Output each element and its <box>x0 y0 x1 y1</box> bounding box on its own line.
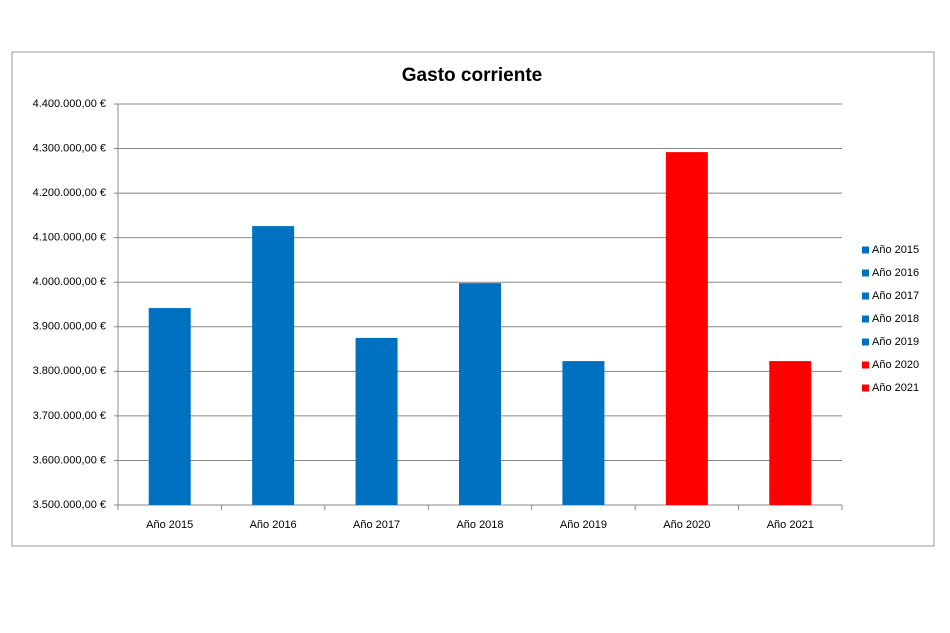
legend-swatch <box>862 338 869 346</box>
x-tick-label: Año 2017 <box>353 519 400 531</box>
legend-swatch <box>862 246 869 254</box>
y-tick-label: 4.200.000,00 € <box>33 187 106 199</box>
legend-label: Año 2019 <box>872 336 919 348</box>
bar <box>148 308 191 505</box>
x-tick-label: Año 2018 <box>456 519 503 531</box>
bar <box>769 361 812 505</box>
y-tick-label: 4.000.000,00 € <box>33 276 106 288</box>
legend-swatch <box>862 292 869 300</box>
legend-label: Año 2020 <box>872 359 919 371</box>
y-tick-label: 3.500.000,00 € <box>33 499 106 511</box>
y-tick-label: 3.800.000,00 € <box>33 365 106 377</box>
legend-swatch <box>862 361 869 369</box>
y-tick-label: 4.300.000,00 € <box>33 142 106 154</box>
y-tick-label: 3.900.000,00 € <box>33 321 106 333</box>
legend-label: Año 2018 <box>872 313 919 325</box>
bar <box>665 152 708 505</box>
bar <box>459 283 501 505</box>
legend-label: Año 2017 <box>872 290 919 302</box>
legend-label: Año 2015 <box>872 244 919 256</box>
x-tick-label: Año 2016 <box>250 519 297 531</box>
legend-label: Año 2021 <box>872 382 919 394</box>
x-tick-label: Año 2015 <box>146 519 193 531</box>
x-tick-label: Año 2021 <box>767 519 814 531</box>
legend-swatch <box>862 384 869 392</box>
bar <box>355 337 398 505</box>
x-tick-label: Año 2019 <box>560 519 607 531</box>
legend-swatch <box>862 315 869 323</box>
bar <box>562 361 605 505</box>
legend-swatch <box>862 269 869 277</box>
y-tick-label: 3.600.000,00 € <box>33 454 106 466</box>
y-tick-label: 3.700.000,00 € <box>33 410 106 422</box>
y-tick-label: 4.100.000,00 € <box>33 232 106 244</box>
x-tick-label: Año 2020 <box>663 519 710 531</box>
y-tick-label: 4.400.000,00 € <box>33 98 106 110</box>
bar <box>252 226 295 506</box>
legend-label: Año 2016 <box>872 267 919 279</box>
chart-title: Gasto corriente <box>402 65 542 86</box>
